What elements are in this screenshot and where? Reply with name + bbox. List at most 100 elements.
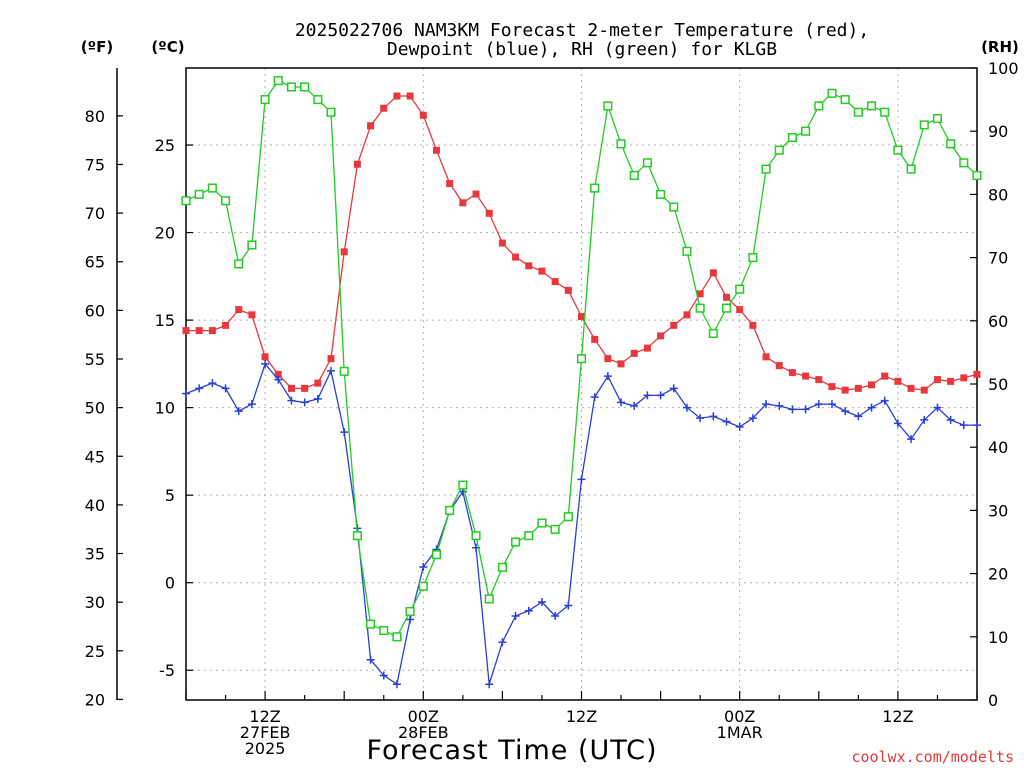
series-open-square [181,76,982,642]
data-point [643,391,652,400]
data-point [485,209,493,217]
data-point [749,321,757,329]
rh-tick-label: 20 [988,565,1008,584]
data-point [814,101,824,111]
data-point [538,267,546,275]
x-tick-label: 12Z [882,707,913,726]
data-point [960,374,968,382]
data-point [959,421,968,430]
x-tick-label: 27FEB [240,723,291,742]
data-point [222,321,230,329]
data-point [617,360,625,368]
data-point [695,303,705,313]
data-point [340,428,349,437]
data-point [630,401,639,410]
rh-tick-label: 50 [988,375,1008,394]
data-point [392,632,402,642]
data-point [866,101,877,111]
data-point [774,145,784,155]
data-point [339,366,349,376]
data-point [406,92,414,100]
data-point [802,372,810,380]
data-point [511,611,520,620]
data-point [656,189,666,199]
data-point [604,355,612,363]
data-point [419,111,427,119]
axes [116,67,978,701]
data-point [234,407,243,416]
celsius-tick-label: 10 [155,399,175,418]
data-point [366,619,376,629]
data-point [787,132,797,143]
data-point [286,82,297,92]
data-point [722,417,731,426]
fahrenheit-tick-label: 55 [85,350,105,369]
data-point [933,376,941,384]
data-point [182,389,190,398]
data-point [366,655,375,664]
credit-text: coolwx.com/modelts [851,748,1014,766]
x-tick-label: 28FEB [398,723,449,742]
data-point [721,303,732,313]
data-point [867,403,876,412]
data-point [748,414,757,423]
data-point [208,379,217,388]
data-point [260,95,270,105]
data-point [617,398,626,407]
x-tick-label: 12Z [566,707,597,726]
data-point [841,407,850,416]
x-tick-label: 12Z [249,707,280,726]
data-point [854,384,862,392]
series-filled-square [182,92,981,394]
data-point [431,550,442,560]
series-plus [182,359,981,689]
data-point [274,375,283,384]
data-point [247,240,257,250]
data-point [459,199,467,207]
data-point [314,379,322,387]
data-point [261,353,269,361]
data-point [326,107,336,117]
data-point [880,396,889,405]
data-point [657,332,665,340]
data-point [748,253,758,263]
data-point [578,313,585,321]
data-point [563,512,573,522]
data-point [234,259,244,269]
data-point [761,164,771,174]
data-point [537,597,546,606]
celsius-tick-label: 20 [155,224,175,243]
data-point [881,372,889,380]
data-point [273,76,283,86]
data-point [340,248,348,256]
data-point [274,370,282,378]
data-point [432,146,440,154]
data-point [221,196,231,206]
data-point [497,562,507,572]
rh-tick-label: 80 [988,185,1008,204]
data-point [207,183,217,193]
data-point [682,403,691,412]
data-point [419,562,428,571]
data-point [762,400,771,409]
data-point [946,139,956,149]
celsius-tick-label: 0 [165,574,175,593]
data-point [327,366,336,375]
fahrenheit-tick-label: 30 [85,593,105,612]
data-point [247,400,256,409]
data-point [868,381,876,389]
data-point [380,104,388,112]
data-point [854,412,863,421]
rh-tick-label: 10 [988,628,1008,647]
data-point [287,396,296,405]
rh-tick-label: 60 [988,312,1008,331]
data-point [630,349,638,357]
celsius-axis-label: (ºC) [151,38,184,56]
rh-tick-label: 100 [988,59,1019,78]
data-point [590,393,599,402]
data-point [406,615,415,624]
data-point [814,400,823,409]
plot-frame [185,67,978,701]
data-point [511,537,521,547]
data-point [603,372,612,381]
